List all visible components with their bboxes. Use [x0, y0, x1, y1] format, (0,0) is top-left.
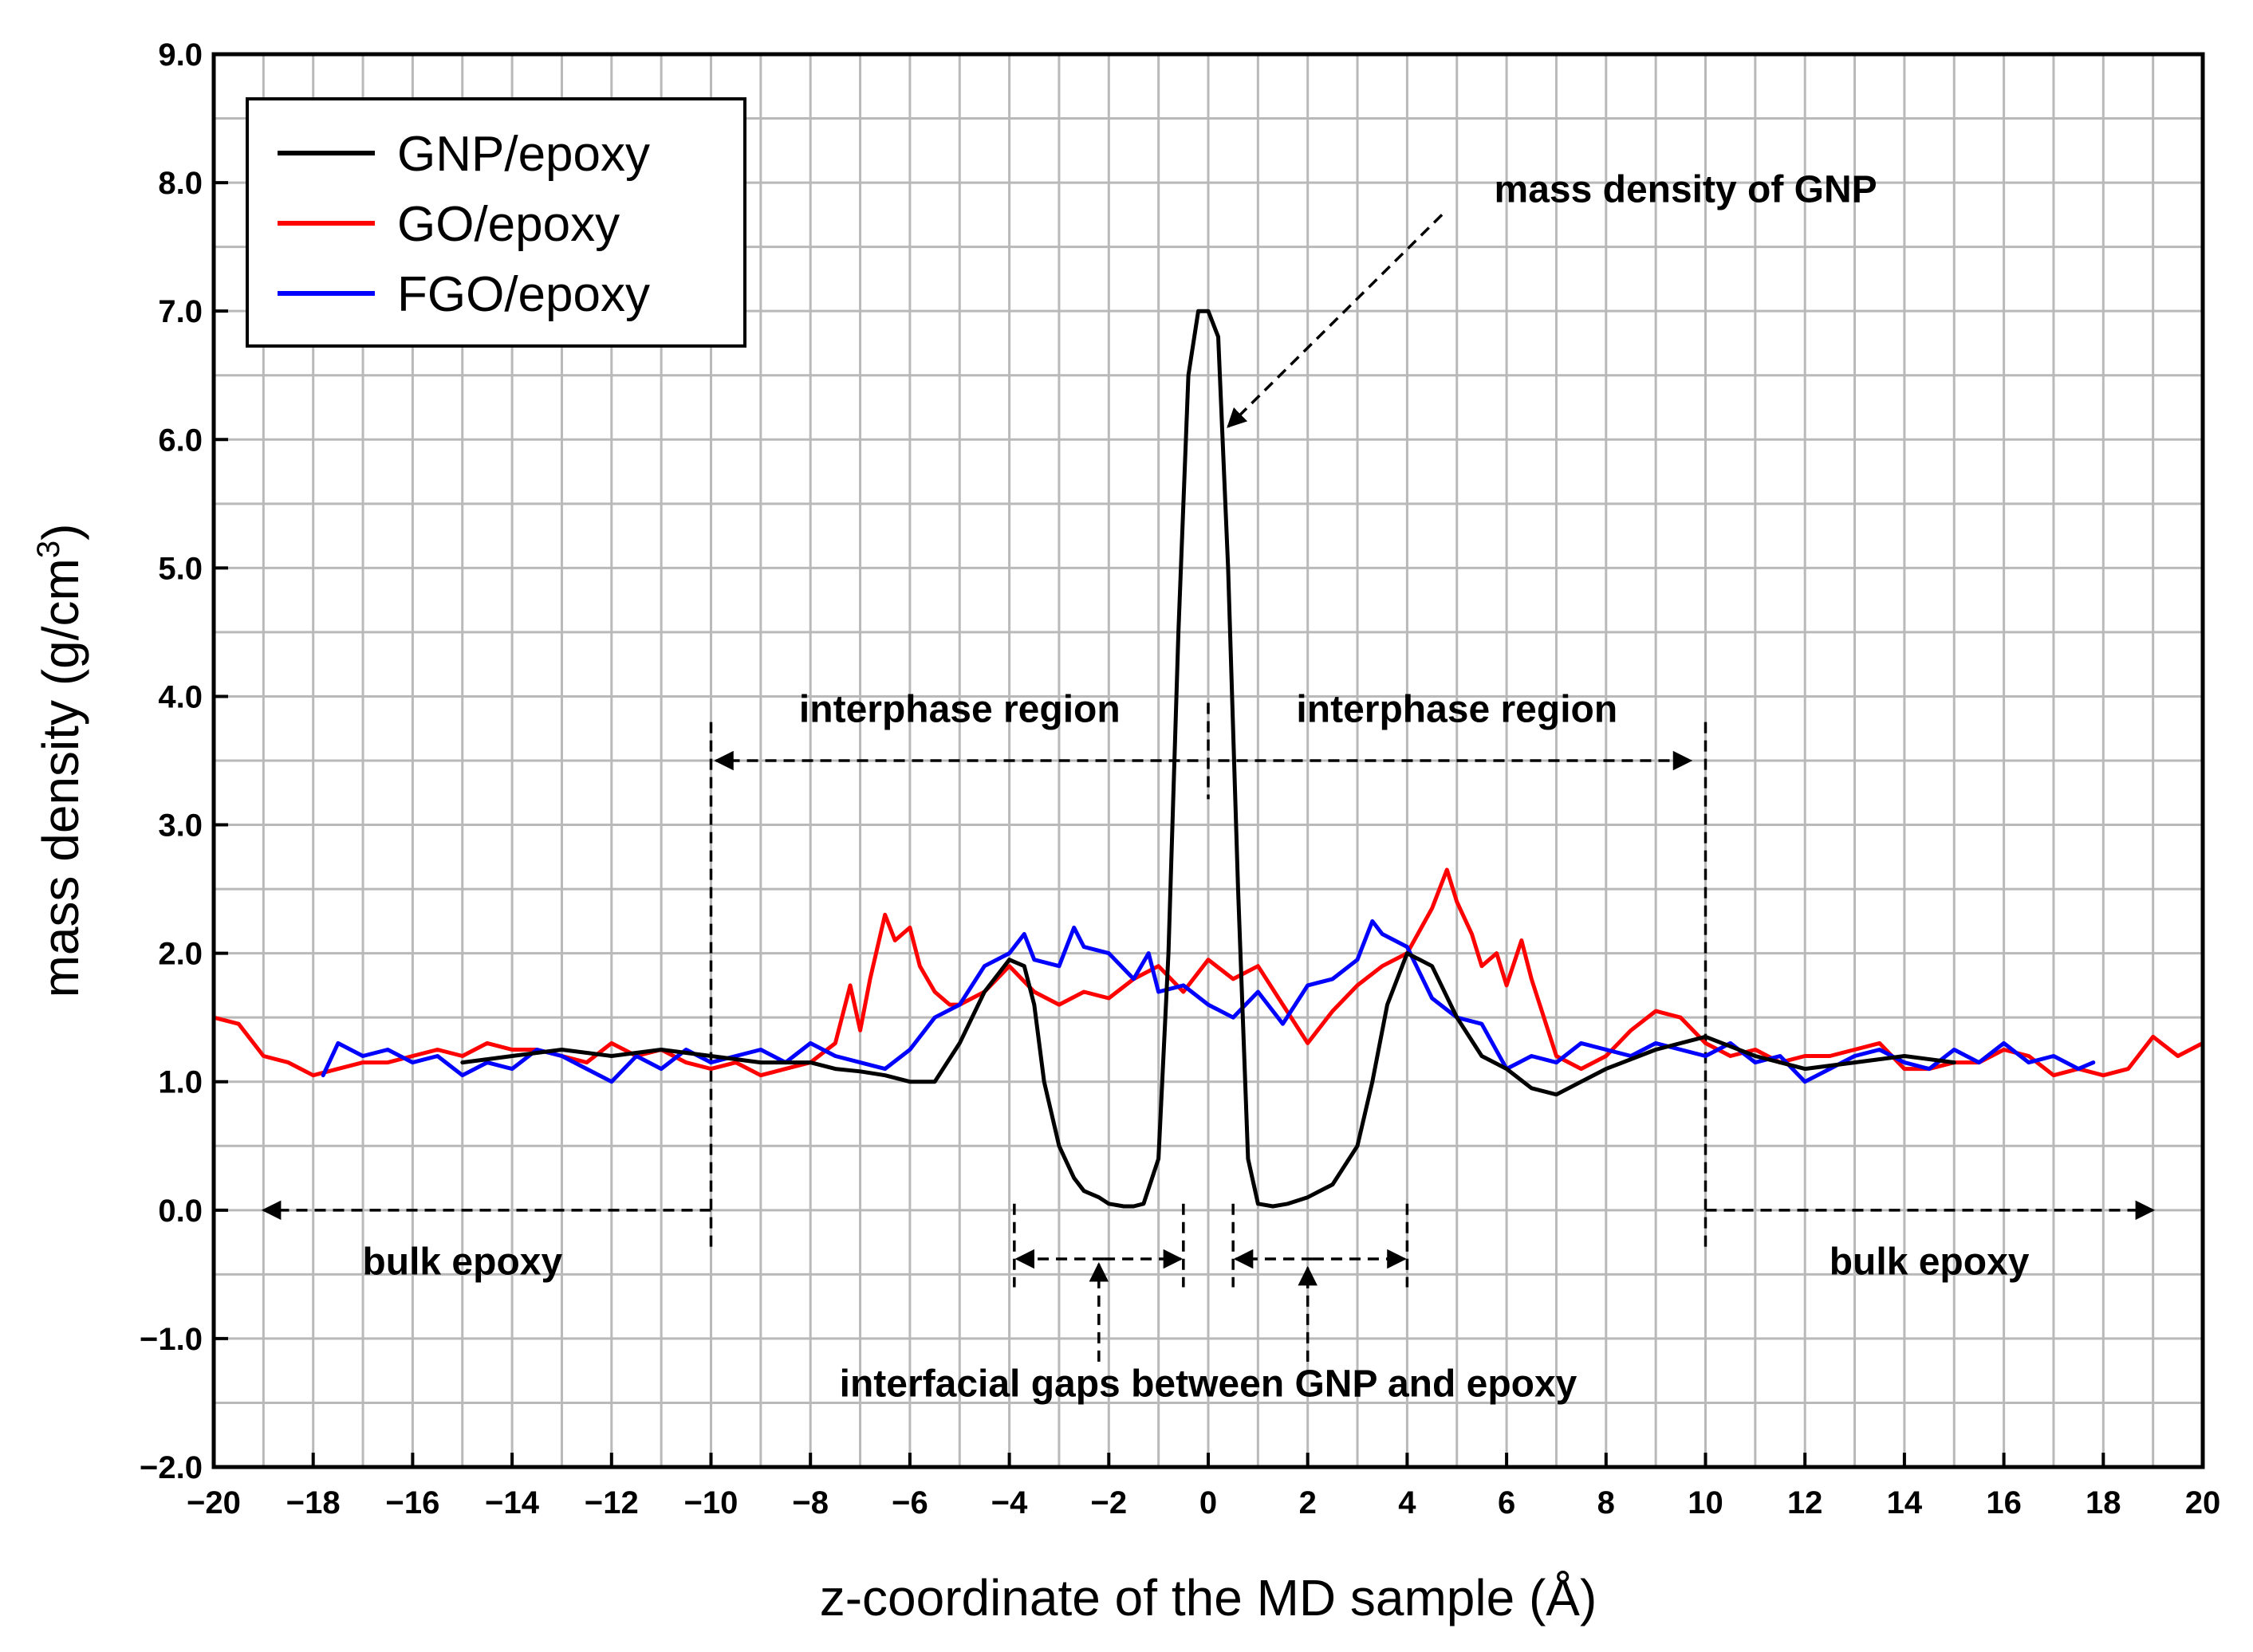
- annotation-label: interphase region: [799, 689, 1121, 731]
- y-tick-label: 2.0: [158, 937, 203, 972]
- annotation-label: bulk epoxy: [1830, 1241, 2030, 1283]
- y-axis-tick-labels: −2.0 −1.0 0.0 1.0 2.0 3.0 4.0 5.0 6.0 7.0 8.0 9.0: [140, 37, 228, 1485]
- annotation-label: mass density of GNP: [1495, 168, 1877, 210]
- annotation-labels: mass density of GNP interphase region inte…: [362, 168, 2029, 1405]
- x-axis-title: z-coordinate of the MD sample (Å): [820, 1569, 1597, 1626]
- x-tick-label: 10: [1688, 1485, 1723, 1520]
- x-tick-label: −2: [1090, 1485, 1127, 1520]
- y-tick-label: −2.0: [140, 1450, 203, 1485]
- legend-label: GO/epoxy: [397, 197, 620, 252]
- x-tick-label: −8: [792, 1485, 829, 1520]
- x-tick-label: −20: [187, 1485, 241, 1520]
- x-tick-label: −10: [684, 1485, 739, 1520]
- x-tick-label: 14: [1887, 1485, 1923, 1520]
- data-series: [214, 309, 2203, 1209]
- y-axis-title-superscript: 3: [31, 541, 66, 558]
- x-tick-label: 18: [2086, 1485, 2121, 1520]
- y-tick-label: 3.0: [158, 808, 203, 844]
- x-tick-label: −16: [385, 1485, 439, 1520]
- series-line-gnp-epoxy: [460, 309, 1956, 1209]
- gnp-peak-pointer: [1227, 214, 1444, 428]
- y-tick-label: 6.0: [158, 423, 203, 458]
- y-tick-label: 8.0: [158, 166, 203, 201]
- x-tick-label: 12: [1787, 1485, 1823, 1520]
- x-tick-label: −14: [485, 1485, 540, 1520]
- x-tick-label: 20: [2185, 1485, 2221, 1520]
- y-tick-label: 0.0: [158, 1194, 203, 1229]
- y-tick-label: 4.0: [158, 679, 203, 714]
- y-axis-title-main: mass density (g/cm: [32, 558, 89, 997]
- y-axis-title-close: ): [32, 524, 89, 541]
- x-axis-tick-labels: −20 −18 −16 −14 −12 −10 −8 −6 −4 −2 0 2 4 6 8 10 12 14 16 1…: [187, 1453, 2220, 1520]
- y-tick-label: 9.0: [158, 37, 203, 73]
- legend-label: GNP/epoxy: [397, 127, 650, 182]
- annotation-label: interphase region: [1296, 689, 1617, 731]
- annotation-label: interfacial gaps between GNP and epoxy: [840, 1363, 1577, 1405]
- legend-label: FGO/epoxy: [397, 267, 650, 322]
- x-tick-label: 8: [1597, 1485, 1615, 1520]
- y-axis-title: mass density (g/cm3): [31, 524, 89, 998]
- annotation-arrows: [261, 214, 2156, 1362]
- x-tick-label: 2: [1299, 1485, 1317, 1520]
- y-tick-label: 1.0: [158, 1065, 203, 1100]
- x-tick-label: −4: [991, 1485, 1028, 1520]
- x-tick-label: 16: [1986, 1485, 2022, 1520]
- x-tick-label: 4: [1398, 1485, 1416, 1520]
- y-tick-label: −1.0: [140, 1322, 203, 1357]
- x-tick-label: 0: [1199, 1485, 1217, 1520]
- x-tick-label: −18: [286, 1485, 341, 1520]
- annotation-label: bulk epoxy: [362, 1241, 562, 1283]
- x-tick-label: −6: [892, 1485, 928, 1520]
- y-tick-label: 7.0: [158, 294, 203, 329]
- legend: GNP/epoxy GO/epoxy FGO/epoxy: [246, 97, 746, 348]
- x-tick-label: −12: [585, 1485, 639, 1520]
- series-line-go-epoxy: [214, 867, 2203, 1078]
- x-tick-label: 6: [1498, 1485, 1515, 1520]
- y-tick-label: 5.0: [158, 551, 203, 586]
